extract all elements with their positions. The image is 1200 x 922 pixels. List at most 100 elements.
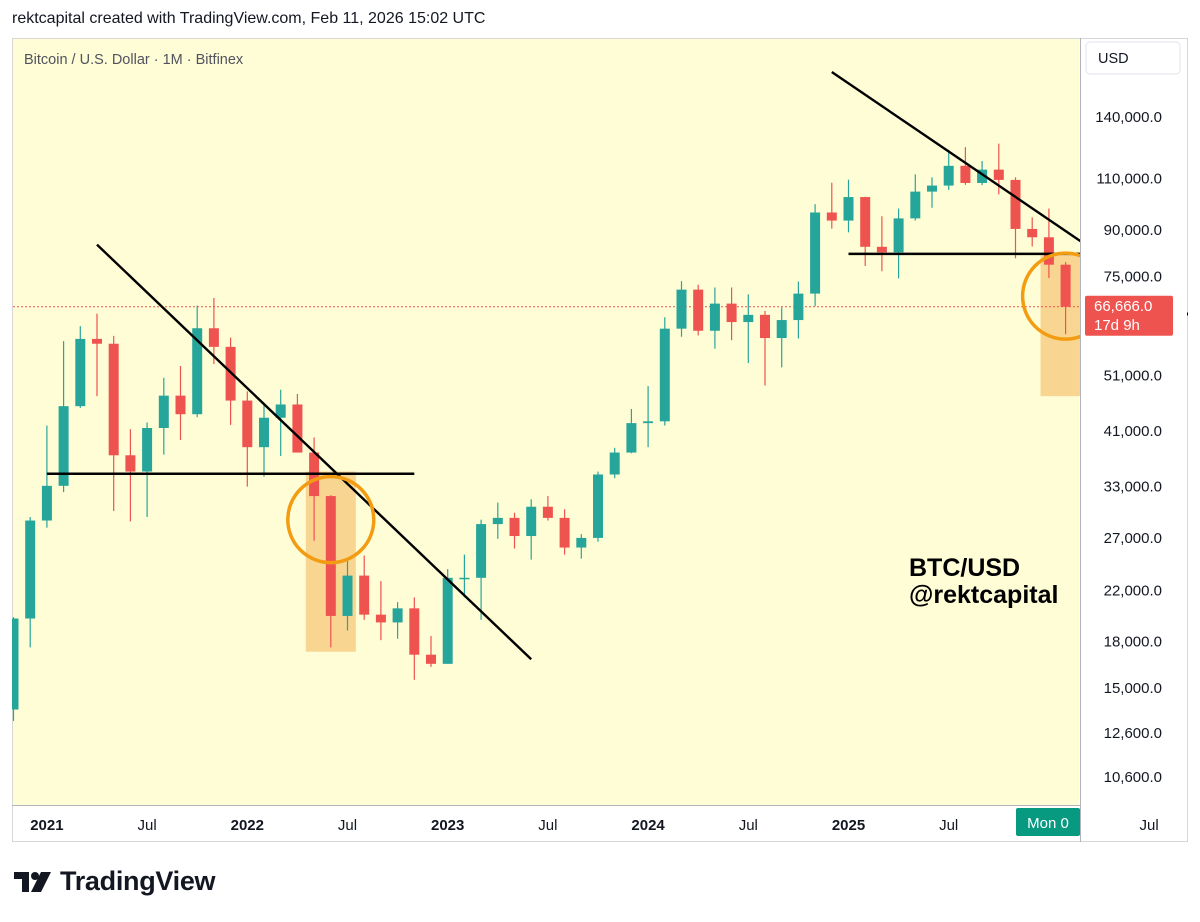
candle — [41, 425, 52, 528]
candle-body — [843, 197, 854, 221]
price-tick-label: 12,600.0 — [1104, 725, 1162, 742]
candle — [576, 534, 587, 559]
watermark-line-2: @rektcapital — [909, 581, 1058, 609]
candle-body — [442, 577, 453, 664]
tradingview-wordmark: TradingView — [60, 866, 216, 896]
candle — [142, 422, 153, 518]
candle — [693, 284, 704, 336]
candle-body — [325, 496, 336, 616]
time-tick-label: 2023 — [431, 817, 464, 834]
candle-body — [760, 314, 770, 339]
highlight-circle — [286, 474, 376, 565]
candle-body — [342, 575, 353, 616]
price-tick-label: 10,600.0 — [1104, 769, 1162, 786]
candle — [25, 517, 36, 648]
candle-body — [943, 165, 954, 186]
candle — [826, 182, 837, 229]
candle-body — [192, 328, 203, 415]
candle-body — [793, 293, 804, 321]
candle — [559, 509, 570, 555]
candle — [910, 174, 921, 221]
time-tick-label: 2024 — [631, 817, 665, 834]
candle — [743, 294, 754, 364]
currency-label: USD — [1098, 51, 1129, 67]
candle — [175, 365, 186, 440]
candle-body — [593, 474, 603, 538]
candle-body — [910, 191, 921, 219]
candle-body — [92, 338, 102, 344]
candle-body — [375, 614, 386, 623]
candle — [476, 519, 487, 620]
candle-body — [175, 395, 186, 415]
time-tick-label: Jul — [538, 817, 557, 834]
candle — [793, 281, 804, 339]
watermark-line-1: BTC/USD — [909, 554, 1020, 582]
candles-layer — [12, 143, 1071, 721]
candle — [643, 386, 654, 448]
price-tick-label: 75,000.0 — [1104, 269, 1162, 286]
candle — [1060, 262, 1071, 335]
candle — [593, 471, 603, 542]
candle — [893, 208, 904, 279]
candle — [542, 496, 553, 521]
candle — [292, 394, 303, 453]
candle-body — [426, 654, 436, 664]
candle — [810, 204, 821, 307]
candle-body — [826, 212, 837, 221]
candle — [960, 147, 971, 185]
currency-button[interactable] — [1085, 41, 1181, 75]
candle-body — [142, 427, 153, 472]
price-tick-label: 15,000.0 — [1104, 680, 1162, 697]
candle — [58, 341, 69, 493]
candle-body — [492, 517, 503, 525]
candle-body — [75, 338, 86, 407]
price-tick-label: 33,000.0 — [1104, 479, 1162, 496]
candle-body — [626, 423, 637, 453]
candle — [75, 326, 86, 408]
candle-body — [476, 524, 487, 578]
candle-body — [576, 537, 587, 548]
candle — [927, 177, 937, 208]
candle — [342, 560, 353, 631]
candle-body — [359, 575, 370, 615]
candle — [325, 495, 336, 648]
plot-background[interactable] — [13, 39, 1079, 805]
candle-body — [12, 618, 19, 710]
candle — [12, 617, 19, 721]
candle-body — [158, 395, 169, 428]
candle — [426, 635, 436, 667]
candle-body — [810, 212, 821, 294]
candle-body — [392, 608, 403, 623]
candle-body — [876, 246, 887, 253]
candle-body — [542, 506, 553, 518]
candle-body — [526, 506, 537, 537]
time-tick-label: 2022 — [231, 817, 264, 834]
candle-body — [259, 417, 269, 448]
candle — [409, 597, 420, 680]
chart-attribution: rektcapital created with TradingView.com… — [12, 10, 486, 27]
price-scale[interactable] — [1081, 39, 1187, 841]
candle-body — [993, 169, 1004, 180]
candle — [876, 216, 887, 272]
price-tick-label: 140,000.0 — [1095, 109, 1162, 126]
candle-body — [726, 303, 737, 323]
price-tick-label: 90,000.0 — [1104, 222, 1162, 239]
time-scale[interactable] — [13, 806, 1080, 841]
time-scale-labels: 2021Jul2022Jul2023Jul2024Jul2025Jul2026J… — [30, 817, 1158, 834]
candle-body — [509, 517, 520, 537]
candle-body — [41, 485, 52, 521]
candle — [275, 389, 286, 456]
candle — [392, 602, 403, 639]
candle-body — [776, 320, 787, 339]
time-badge — [1016, 808, 1080, 836]
last-price-countdown: 17d 9h — [1094, 317, 1140, 334]
candle — [108, 335, 119, 511]
candle-body — [659, 328, 670, 422]
candle-body — [25, 520, 36, 619]
time-tick-label: 2021 — [30, 817, 63, 834]
candle — [609, 447, 620, 479]
candle-body — [893, 218, 904, 253]
chart-canvas[interactable]: Bitcoin / U.S. Dollar · 1M · Bitfinex BT… — [12, 38, 1188, 842]
candle-body — [676, 289, 687, 329]
candle-body — [125, 455, 136, 472]
